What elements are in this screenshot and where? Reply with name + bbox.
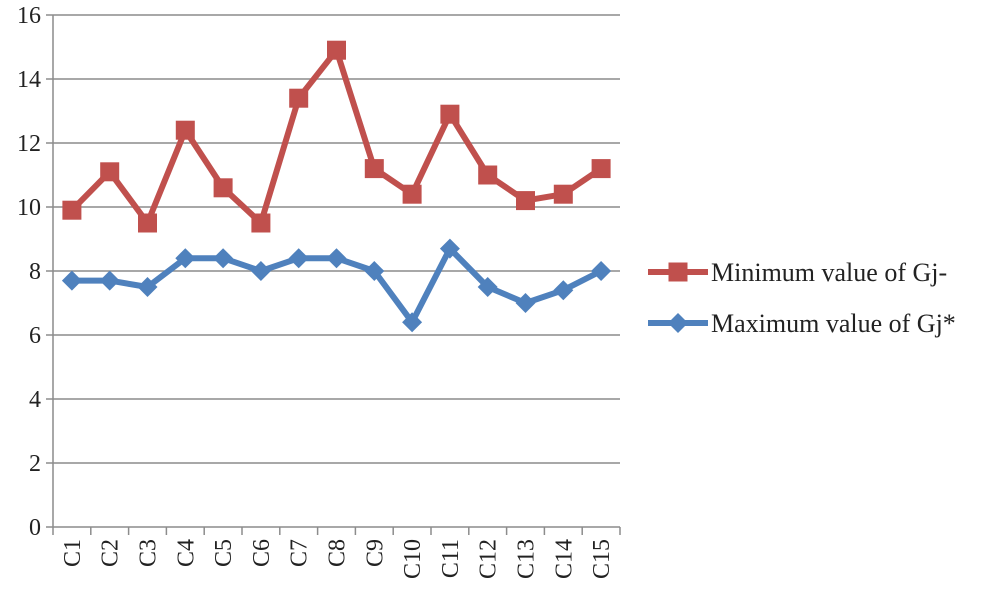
x-tick-label: C5 (211, 539, 237, 567)
data-point-square (213, 178, 233, 198)
data-point-square (440, 104, 460, 124)
x-tick-label: C10 (400, 539, 426, 579)
data-point-diamond (515, 293, 536, 313)
data-point-square (364, 159, 384, 179)
series-group (61, 40, 612, 333)
data-point-diamond (61, 270, 82, 291)
y-tick-label: 2 (29, 451, 41, 477)
data-point-square (553, 184, 573, 204)
legend-item-1: Minimum value of Gj- (648, 258, 947, 287)
legend-item-2: Maximum value of Gj* (648, 309, 956, 338)
series-2 (61, 238, 612, 333)
y-tick-label: 6 (29, 323, 41, 349)
data-point-square (138, 213, 157, 233)
y-tick-label: 8 (29, 259, 41, 285)
data-point-square (100, 162, 120, 182)
x-tick-label: C9 (362, 539, 388, 567)
data-point-diamond (402, 312, 423, 333)
x-tick-label: C13 (514, 539, 540, 579)
data-point-diamond (213, 248, 234, 269)
x-tick-label: C15 (589, 539, 615, 579)
legend: Minimum value of Gj- Maximum value of Gj* (648, 258, 956, 338)
x-tick-label: C6 (249, 539, 275, 567)
y-tick-label: 10 (17, 195, 41, 221)
data-point-diamond (591, 261, 612, 281)
data-point-diamond (439, 238, 460, 259)
data-point-square (591, 159, 611, 179)
y-tick-label: 14 (17, 67, 41, 93)
x-tick-label: C11 (438, 539, 464, 578)
data-point-diamond (288, 248, 309, 269)
legend-label: Maximum value of Gj* (711, 309, 956, 338)
y-tick-label: 0 (29, 515, 41, 541)
y-tick-label: 4 (29, 387, 41, 413)
data-point-square (478, 165, 498, 185)
data-point-diamond (250, 261, 271, 281)
x-tick-label: C1 (60, 539, 86, 567)
legend-label: Minimum value of Gj- (711, 258, 947, 287)
data-point-diamond (175, 248, 196, 269)
data-point-diamond (99, 270, 120, 291)
data-point-square (327, 40, 346, 60)
gridlines (53, 14, 620, 464)
x-tick-label: C4 (173, 539, 199, 567)
data-point-square (251, 213, 271, 233)
data-point-diamond (364, 261, 385, 281)
y-tick-label: 12 (17, 131, 41, 157)
data-point-square (402, 184, 422, 204)
x-tick-label: C8 (325, 539, 351, 567)
x-tick-label: C3 (136, 539, 162, 567)
series-1 (62, 40, 611, 233)
y-axis-ticks: 0 2 4 6 8 10 12 14 16 (17, 3, 53, 541)
data-point-square (62, 200, 82, 220)
data-point-square (668, 262, 688, 282)
data-point-square (516, 191, 535, 211)
x-tick-label: C12 (476, 539, 502, 579)
data-point-square (289, 88, 309, 108)
data-point-diamond (477, 277, 498, 297)
data-point-diamond (326, 248, 347, 269)
x-axis-ticks: C1 C2 C3 C4 C5 C6 C7 C8 C9 C10 C11 C12 C13 C14 C15 (52, 527, 621, 579)
x-tick-label: C7 (287, 539, 313, 567)
x-tick-label: C14 (551, 539, 577, 579)
x-tick-label: C2 (98, 539, 124, 567)
data-point-diamond (553, 280, 574, 301)
data-point-diamond (137, 277, 158, 297)
y-tick-label: 16 (17, 3, 41, 29)
data-point-diamond (668, 313, 688, 333)
data-point-square (175, 120, 195, 140)
